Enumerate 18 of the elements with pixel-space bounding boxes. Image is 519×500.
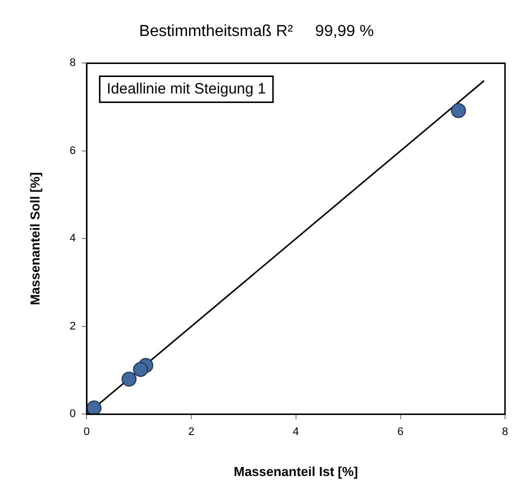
y-tick-label: 8	[70, 57, 76, 70]
x-tick-label: 0	[84, 426, 90, 438]
point	[133, 362, 148, 377]
y-axis-title: Massenanteil Soll [%]	[27, 172, 42, 306]
chart-title: Bestimmtheitsmaß R² 99,99 %	[139, 23, 374, 40]
x-tick-label: 2	[188, 426, 194, 438]
point	[86, 400, 102, 414]
x-tick-label: 4	[292, 426, 299, 438]
y-tick-label: 4	[70, 232, 76, 245]
annotation: Ideallinie mit Steigung 1	[106, 80, 266, 98]
x-axis-title: Massenanteil Ist [%]	[234, 464, 358, 479]
x-tick-label: 8	[502, 426, 508, 438]
y-tick-label: 6	[70, 144, 76, 157]
y-tick-label: 2	[70, 320, 76, 332]
y-tick-label: 0	[70, 408, 76, 420]
point	[122, 372, 137, 387]
point	[450, 103, 466, 118]
x-tick-label: 6	[397, 426, 404, 438]
